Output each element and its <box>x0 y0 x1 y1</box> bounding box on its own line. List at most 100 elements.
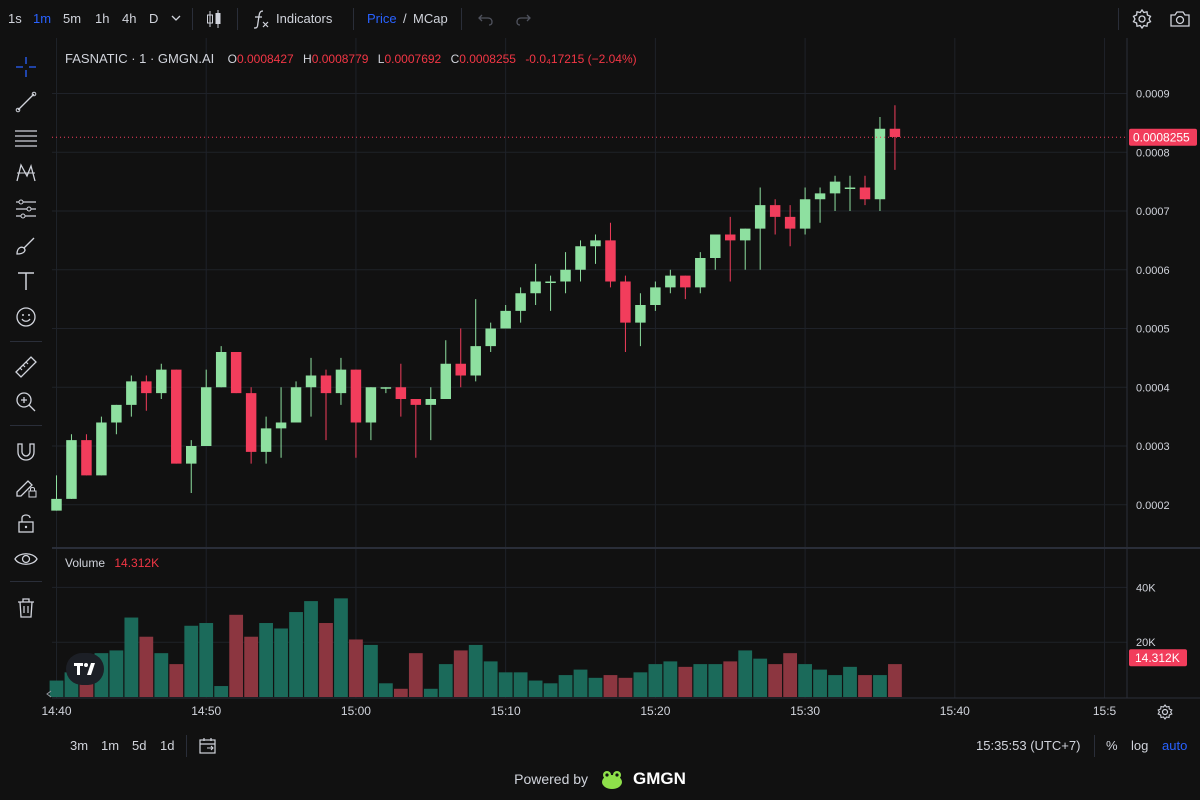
candle-body <box>380 387 392 389</box>
log-scale-toggle[interactable]: log <box>1131 738 1149 753</box>
candle-body <box>560 269 571 282</box>
y-tick-label: 0.0003 <box>1136 441 1170 453</box>
candle-body <box>200 387 212 446</box>
candle-body <box>874 128 886 200</box>
volume-bar <box>888 664 902 697</box>
low-key: L <box>377 52 385 66</box>
timeframe-1s[interactable]: 1s <box>8 11 22 26</box>
time-axis[interactable]: 14:40 14:50 15:00 15:10 15:20 15:30 15:40 15:5 <box>41 704 1116 718</box>
timeframe-1h[interactable]: 1h <box>95 11 110 26</box>
horizontal-lines-icon[interactable] <box>12 124 40 152</box>
y-tick-label: 0.0005 <box>1136 324 1170 336</box>
function-icon[interactable] <box>250 8 272 30</box>
toolbar-separator <box>353 8 354 30</box>
toolbar-separator <box>1118 8 1119 30</box>
indicators-button[interactable]: Indicators <box>276 11 333 26</box>
ruler-icon[interactable] <box>12 353 40 381</box>
range-5d[interactable]: 5d <box>132 738 147 753</box>
change-value: -0.0₄17215 (−2.04%) <box>525 52 637 66</box>
clock-timezone[interactable]: 15:35:53 (UTC+7) <box>976 738 1081 753</box>
trash-icon[interactable] <box>12 594 40 622</box>
candle-body <box>784 216 796 229</box>
candle-body <box>829 181 841 194</box>
candle-body <box>275 422 287 429</box>
range-1d[interactable]: 1d <box>160 738 175 753</box>
candle-body <box>724 234 736 241</box>
lock-drawings-icon[interactable] <box>12 473 40 501</box>
volume-bar <box>783 653 798 697</box>
undo-icon[interactable] <box>476 10 496 28</box>
bottom-toolbar: 3m 1m 5d 1d 15:35:53 (UTC+7) % log auto <box>0 728 1200 764</box>
emoji-icon[interactable] <box>12 303 40 331</box>
candle-body <box>769 205 781 217</box>
price-axis[interactable]: 0.0002 0.0003 0.0004 0.0005 0.0006 0.0007 0.00… <box>1136 89 1170 512</box>
volume-bar <box>334 598 348 697</box>
volume-bar <box>603 675 618 697</box>
volume-bar <box>393 688 408 697</box>
mcap-toggle[interactable]: MCap <box>413 11 448 26</box>
candle-body <box>575 246 586 270</box>
volume-bar <box>408 653 423 697</box>
x-tick-label: 15:00 <box>341 704 371 718</box>
volume-axis[interactable]: 20K 40K <box>1136 582 1156 649</box>
crosshair-icon[interactable] <box>12 53 40 81</box>
candle-body <box>799 199 811 229</box>
range-3m[interactable]: 3m <box>70 738 89 753</box>
volume-bar <box>753 658 768 697</box>
volume-bar <box>813 669 827 697</box>
symbol-title[interactable]: FASNATIC · 1 · GMGN.AI <box>65 51 215 66</box>
toolbar-separator <box>10 425 42 426</box>
volume-bar <box>49 680 64 697</box>
volume-bar <box>319 623 333 697</box>
toolbar-separator <box>237 8 238 30</box>
volume-bar <box>169 664 184 697</box>
gear-icon[interactable] <box>1131 8 1153 30</box>
tradingview-logo[interactable] <box>66 653 104 685</box>
timeframe-D[interactable]: D <box>149 11 159 26</box>
toolbar-separator <box>186 735 187 757</box>
chevron-down-icon[interactable] <box>170 13 182 23</box>
ohlc-legend: FASNATIC · 1 · GMGN.AI O0.0008427 H0.000… <box>65 51 643 66</box>
calendar-range-icon[interactable] <box>198 736 218 756</box>
percent-scale-toggle[interactable]: % <box>1106 738 1118 753</box>
trend-line-icon[interactable] <box>12 88 40 116</box>
camera-icon[interactable] <box>1168 8 1192 30</box>
volume-bar <box>154 653 169 697</box>
range-1m[interactable]: 1m <box>101 738 120 753</box>
fib-levels-icon[interactable] <box>12 195 40 223</box>
volume-bar <box>648 664 663 697</box>
timeframe-1m[interactable]: 1m <box>33 11 52 26</box>
redo-icon[interactable] <box>513 10 533 28</box>
toolbar-separator <box>461 8 462 30</box>
candlestick-icon[interactable] <box>203 8 225 30</box>
open-key: O <box>227 52 237 66</box>
timeframe-5m[interactable]: 5m <box>63 11 82 26</box>
volume-bar <box>708 664 723 697</box>
gmgn-brand[interactable]: GMGN <box>632 769 686 788</box>
grid-lines <box>52 38 1127 698</box>
auto-scale-toggle[interactable]: auto <box>1162 738 1188 753</box>
time-axis-settings-icon[interactable] <box>1156 703 1174 721</box>
candle-body <box>410 399 422 405</box>
brush-icon[interactable] <box>12 231 40 259</box>
candle-body <box>96 422 107 476</box>
volume-bar <box>798 664 812 697</box>
scroll-left-icon[interactable] <box>46 690 52 698</box>
volume-bar <box>453 650 468 697</box>
y-tick-label: 0.0008 <box>1136 147 1170 159</box>
price-toggle[interactable]: Price <box>367 11 397 26</box>
unlock-icon[interactable] <box>12 509 40 537</box>
volume-label[interactable]: Volume <box>65 556 106 570</box>
zoom-in-icon[interactable] <box>12 388 40 416</box>
volume-bar <box>468 644 483 697</box>
volume-bar <box>244 636 259 697</box>
y-tick-label: 0.0006 <box>1136 265 1170 277</box>
timeframe-4h[interactable]: 4h <box>122 11 137 26</box>
volume-bar <box>843 666 857 697</box>
eye-icon[interactable] <box>12 545 40 573</box>
magnet-icon[interactable] <box>12 437 40 465</box>
x-tick-label: 15:5 <box>1093 704 1117 718</box>
pattern-icon[interactable] <box>12 159 40 187</box>
text-tool-icon[interactable] <box>12 267 40 295</box>
